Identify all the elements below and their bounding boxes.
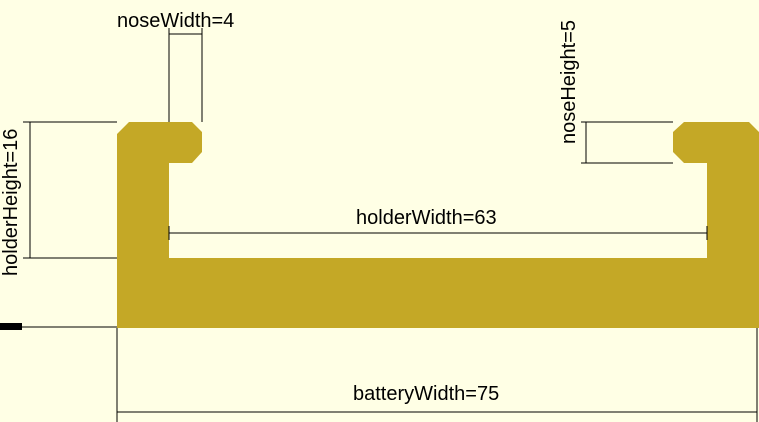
nose-height-label: noseHeight=5 xyxy=(558,20,580,144)
holder-height-label: holderHeight=16 xyxy=(0,129,22,276)
base-reference-marker xyxy=(0,323,22,330)
holder-profile xyxy=(117,122,759,328)
holder-height-dimension: holderHeight=16 xyxy=(0,121,117,276)
nose-height-dimension: noseHeight=5 xyxy=(558,20,673,164)
nose-width-label: noseWidth=4 xyxy=(117,10,234,32)
battery-width-label: batteryWidth=75 xyxy=(353,383,499,405)
battery-width-dimension: batteryWidth=75 xyxy=(116,328,758,422)
holder-width-dimension: holderWidth=63 xyxy=(168,207,708,240)
base-reference xyxy=(0,323,117,330)
nose-width-dimension: noseWidth=4 xyxy=(117,10,234,122)
holder-width-label: holderWidth=63 xyxy=(356,207,497,229)
